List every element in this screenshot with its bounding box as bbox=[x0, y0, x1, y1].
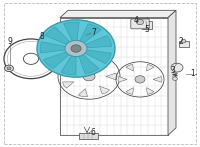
Wedge shape bbox=[100, 59, 109, 67]
Wedge shape bbox=[146, 88, 154, 94]
Wedge shape bbox=[45, 27, 76, 49]
Wedge shape bbox=[61, 49, 76, 75]
Circle shape bbox=[5, 65, 13, 72]
Circle shape bbox=[83, 72, 95, 81]
Polygon shape bbox=[60, 18, 168, 135]
Bar bbox=[142, 21, 152, 29]
Circle shape bbox=[71, 45, 81, 52]
Wedge shape bbox=[76, 49, 99, 74]
Wedge shape bbox=[63, 65, 74, 71]
Circle shape bbox=[4, 39, 58, 79]
Text: 2: 2 bbox=[179, 37, 183, 46]
Text: 9: 9 bbox=[7, 37, 12, 46]
Circle shape bbox=[7, 67, 11, 70]
Circle shape bbox=[181, 39, 186, 43]
Wedge shape bbox=[76, 35, 112, 49]
Bar bbox=[179, 41, 189, 47]
Wedge shape bbox=[126, 88, 134, 94]
Wedge shape bbox=[100, 86, 109, 94]
Circle shape bbox=[135, 76, 145, 83]
Wedge shape bbox=[126, 65, 134, 71]
Circle shape bbox=[136, 19, 144, 25]
Text: 8: 8 bbox=[40, 32, 44, 41]
Wedge shape bbox=[43, 49, 76, 69]
Text: 7: 7 bbox=[92, 28, 96, 37]
Wedge shape bbox=[78, 89, 88, 97]
Wedge shape bbox=[78, 56, 88, 64]
Wedge shape bbox=[153, 77, 162, 82]
Text: 6: 6 bbox=[91, 128, 95, 137]
Wedge shape bbox=[64, 22, 79, 49]
Bar bbox=[79, 133, 98, 139]
Wedge shape bbox=[118, 77, 127, 82]
Polygon shape bbox=[168, 10, 176, 135]
Text: 4: 4 bbox=[134, 16, 138, 25]
Text: 5: 5 bbox=[145, 25, 149, 34]
FancyBboxPatch shape bbox=[131, 19, 149, 29]
Wedge shape bbox=[106, 73, 117, 80]
Circle shape bbox=[171, 63, 183, 72]
Wedge shape bbox=[76, 49, 111, 64]
Circle shape bbox=[173, 77, 177, 80]
Polygon shape bbox=[60, 10, 176, 18]
Wedge shape bbox=[76, 24, 101, 49]
Wedge shape bbox=[40, 42, 76, 53]
Circle shape bbox=[37, 20, 115, 77]
Wedge shape bbox=[146, 65, 154, 71]
Wedge shape bbox=[63, 82, 74, 88]
Text: 3: 3 bbox=[171, 66, 175, 75]
Text: 1: 1 bbox=[191, 69, 195, 78]
Circle shape bbox=[65, 40, 87, 57]
